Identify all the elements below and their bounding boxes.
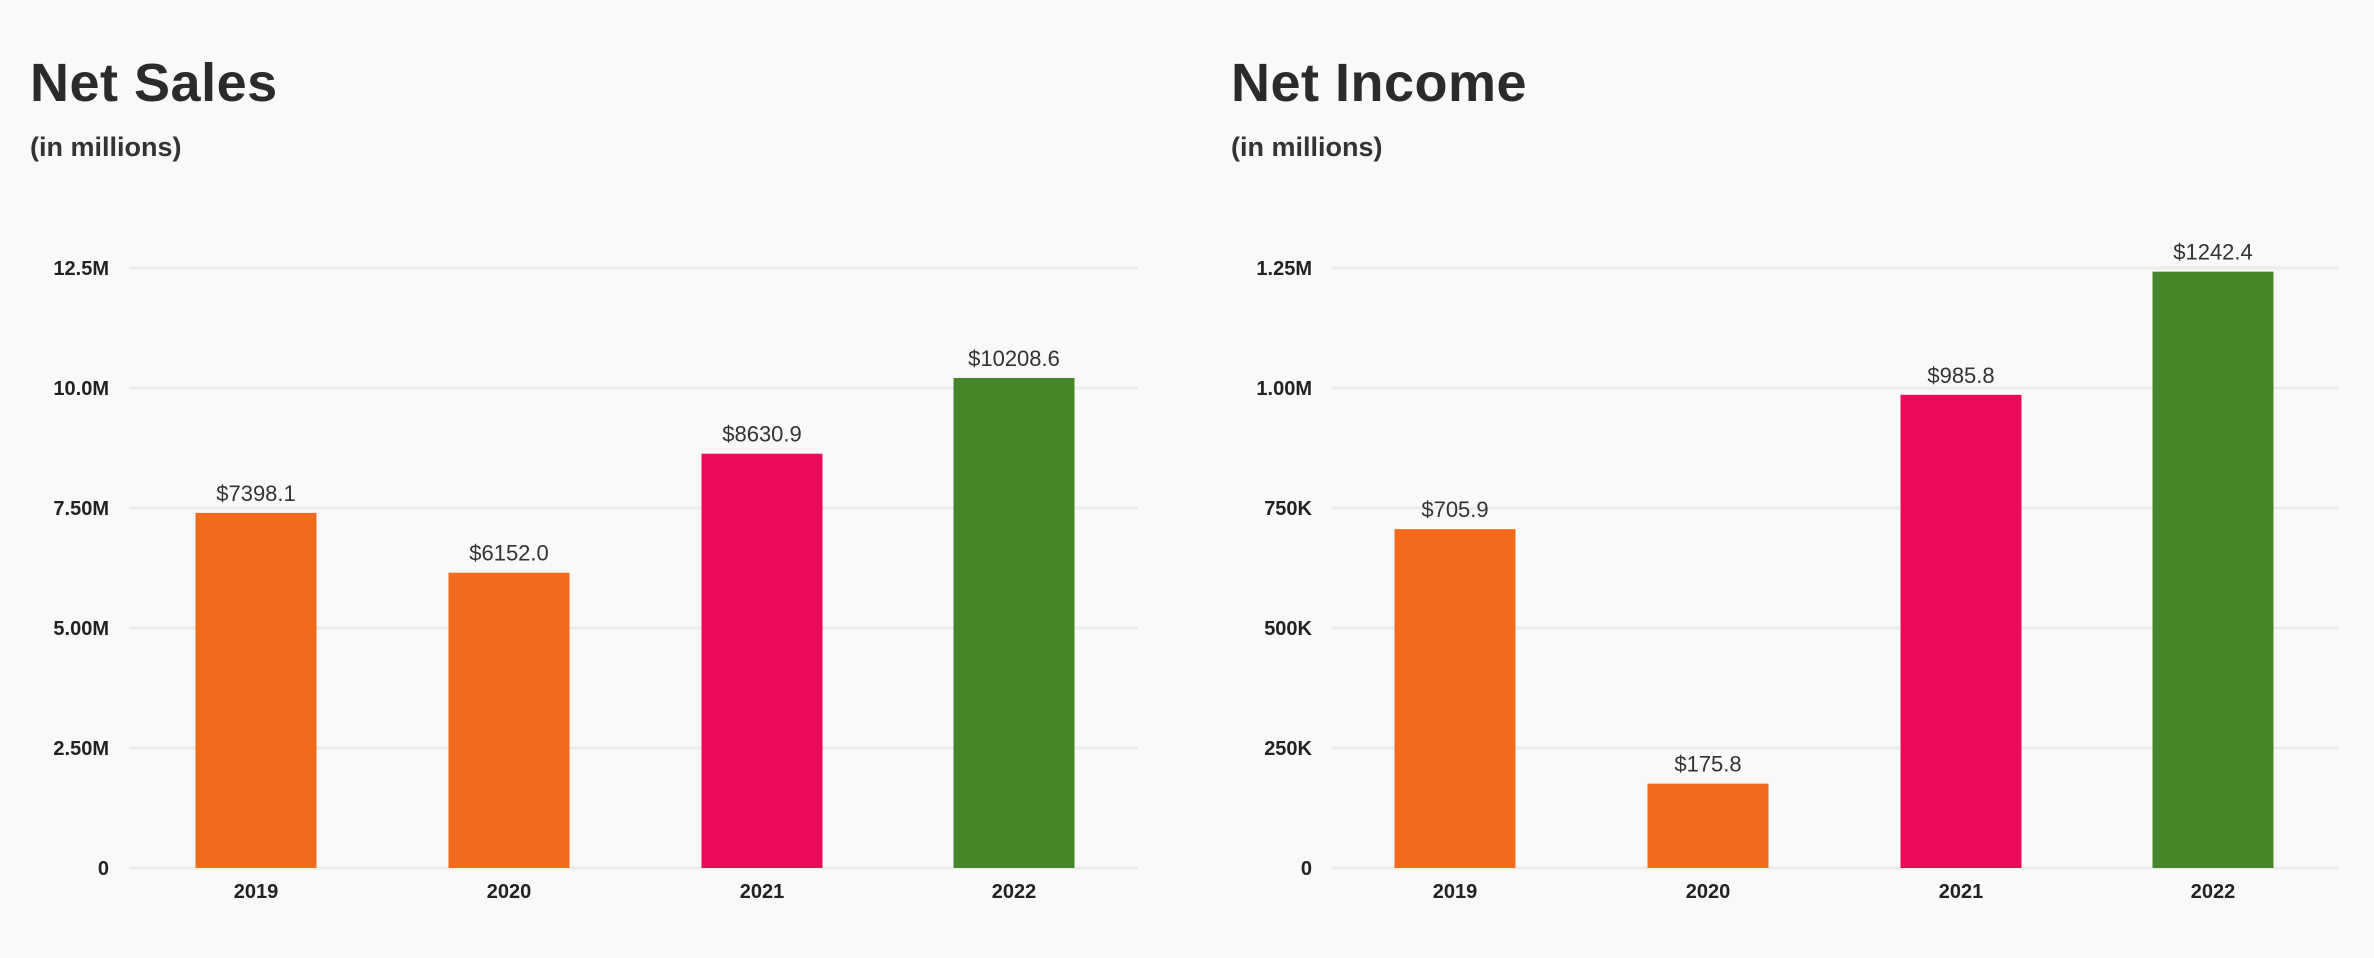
net-income-xtick-label: 2022 — [2191, 881, 2236, 903]
net-sales-data-label: $7398.1 — [216, 481, 296, 506]
net-income-ytick-label: 1.00M — [1256, 378, 1312, 400]
net-sales-ytick-label: 5.00M — [53, 618, 109, 640]
net-income-xtick-label: 2021 — [1939, 881, 1984, 903]
net-sales-bar-2020 — [448, 572, 570, 868]
net-income-data-label: $175.8 — [1674, 752, 1741, 777]
net-income-bar-2021 — [1900, 394, 2022, 868]
net-income-ytick-label: 1.25M — [1256, 258, 1312, 280]
net-income-xtick-label: 2020 — [1686, 881, 1731, 903]
net-sales-ytick-label: 2.50M — [53, 738, 109, 760]
net-income-ytick-label: 250K — [1264, 738, 1312, 760]
net-income-ytick-label: 0 — [1301, 858, 1312, 880]
net-sales-ytick-label: 0 — [98, 858, 109, 880]
net-income-title: Net Income — [1231, 53, 1528, 113]
net-income-data-label: $705.9 — [1421, 497, 1488, 522]
net-income-subtitle: (in millions) — [1231, 132, 1383, 162]
net-income-data-label: $985.8 — [1927, 363, 1994, 388]
net-sales-bar-2022 — [953, 377, 1075, 868]
net-sales-ytick-label: 12.5M — [53, 258, 109, 280]
net-sales-data-label: $6152.0 — [469, 541, 549, 566]
net-income-xtick-label: 2019 — [1433, 881, 1478, 903]
net-sales-subtitle: (in millions) — [30, 132, 182, 162]
net-sales-title: Net Sales — [30, 53, 278, 113]
net-income-bar-2019 — [1394, 529, 1516, 868]
net-sales-ytick-label: 10.0M — [53, 378, 109, 400]
net-income-ytick-label: 500K — [1264, 618, 1312, 640]
net-income-bar-2022 — [2152, 271, 2274, 868]
net-sales-bar-2021 — [701, 453, 823, 868]
net-income-bar-2020 — [1647, 783, 1769, 868]
net-income-data-label: $1242.4 — [2173, 240, 2253, 265]
net-sales-bar-2019 — [195, 512, 317, 868]
net-sales-xtick-label: 2022 — [992, 881, 1037, 903]
net-sales-ytick-label: 7.50M — [53, 498, 109, 520]
net-sales-data-label: $10208.6 — [968, 346, 1060, 371]
net-sales-xtick-label: 2020 — [487, 881, 532, 903]
net-sales-xtick-label: 2019 — [234, 881, 279, 903]
net-sales-data-label: $8630.9 — [722, 422, 802, 447]
net-sales-xtick-label: 2021 — [740, 881, 785, 903]
net-income-ytick-label: 750K — [1264, 498, 1312, 520]
